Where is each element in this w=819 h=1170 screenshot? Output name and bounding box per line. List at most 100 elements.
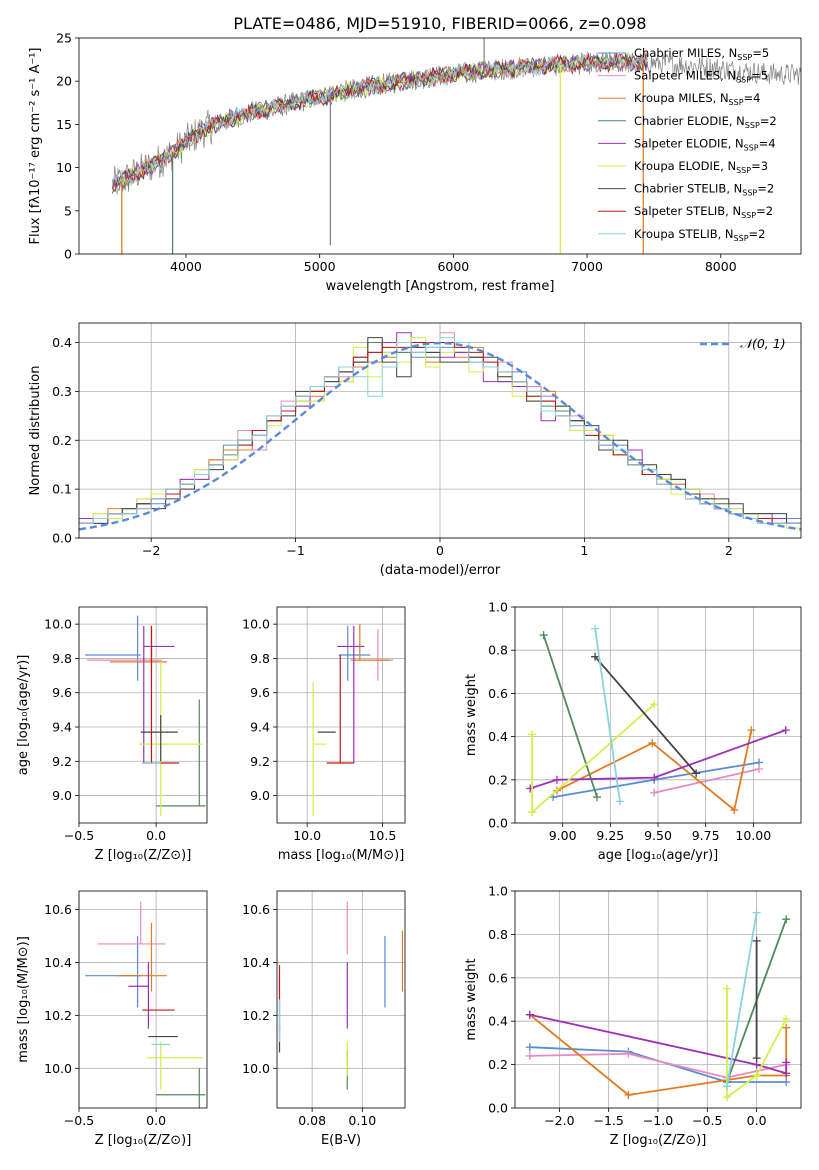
legend-label: Salpeter MILES, NSSP=5 <box>634 69 768 85</box>
x-tick-label: −0.5 <box>64 828 94 843</box>
legend-label: Salpeter ELODIE, NSSP=4 <box>634 136 776 152</box>
errorbar-point <box>109 625 167 663</box>
y-tick-label: 0.8 <box>488 643 508 658</box>
weight-marker <box>591 624 600 633</box>
x-tick-label: −2 <box>142 543 160 558</box>
mass-vs-metallicity-chart: −0.5 0.0 10.0 10.2 10.4 10.6 Z [log₁₀(Z/Z⊙)] ma… <box>16 890 208 1148</box>
y-tick-label: 10.2 <box>44 1008 72 1023</box>
y-tick-label: 10.0 <box>44 617 72 632</box>
weight-marker <box>528 808 537 817</box>
age-vs-mass-frame <box>276 606 406 824</box>
y-tick-label: 1.0 <box>488 600 508 615</box>
residuals-plot-area <box>79 332 801 538</box>
mass-weight-vs-metallicity-xlabel: Z [log₁₀(Z/Z⊙)] <box>610 1133 707 1148</box>
model-spectrum-line <box>112 52 648 193</box>
mass-weight-vs-age-plot-area <box>526 624 790 817</box>
y-tick-label: 0.1 <box>52 482 72 497</box>
age-vs-metallicity-chart: −0.5 0.0 9.0 9.2 9.4 9.6 9.8 10.0 Z [log₁₀(Z/Z⊙)… <box>16 606 208 863</box>
x-tick-label: −0.5 <box>692 1113 722 1128</box>
mass-vs-extinction-frame <box>276 890 406 1109</box>
y-tick-label: 10 <box>56 160 72 175</box>
y-tick-label: 0.8 <box>488 927 508 942</box>
y-tick-label: 10.2 <box>242 1008 270 1023</box>
errorbar-point <box>337 625 365 763</box>
spectrum-xlabel: wavelength [Angstrom, rest frame] <box>326 279 555 294</box>
y-tick-label: 9.4 <box>52 720 72 735</box>
x-tick-label: 9.00 <box>549 828 577 843</box>
weight-marker <box>552 775 561 784</box>
errorbar-point <box>350 624 390 661</box>
errorbar-point <box>326 655 354 764</box>
model-spectrum-line <box>111 53 648 194</box>
mass-weight-vs-metallicity-plot-area <box>525 908 791 1102</box>
errorbar-point <box>143 625 175 763</box>
x-tick-label: 9.50 <box>644 828 672 843</box>
age-vs-metallicity-xlabel: Z [log₁₀(Z/Z⊙)] <box>95 848 192 863</box>
y-tick-label: 0.6 <box>488 686 508 701</box>
x-tick-label: 9.25 <box>596 828 624 843</box>
x-tick-label: −1 <box>286 543 304 558</box>
weight-marker <box>592 793 601 802</box>
weight-marker <box>615 797 624 806</box>
y-tick-label: 10.4 <box>242 955 270 970</box>
weight-marker <box>782 1015 791 1024</box>
x-tick-label: 0 <box>436 543 444 558</box>
weight-marker <box>752 1054 761 1063</box>
weight-line <box>594 656 697 774</box>
y-tick-label: 1.0 <box>488 884 508 899</box>
y-tick-label: 9.0 <box>52 788 72 803</box>
legend-label: Chabrier ELODIE, NSSP=2 <box>634 114 777 130</box>
y-tick-label: 9.4 <box>250 720 270 735</box>
weight-line <box>726 912 758 1087</box>
weight-marker <box>650 773 659 782</box>
y-tick-label: 0.0 <box>488 1101 508 1116</box>
weight-line <box>530 729 787 790</box>
y-tick-label: 25 <box>56 31 72 46</box>
x-tick-label: 7000 <box>571 259 603 274</box>
weight-marker <box>692 769 701 778</box>
errorbar-point <box>85 935 143 1008</box>
mass-weight-vs-metallicity-ylabel: mass weight <box>464 958 479 1040</box>
mass-vs-metallicity-xlabel: Z [log₁₀(Z/Z⊙)] <box>95 1133 192 1148</box>
y-tick-label: 0.4 <box>488 1014 508 1029</box>
y-tick-label: 9.2 <box>52 754 72 769</box>
age-vs-mass-plot-area <box>312 624 393 817</box>
weight-marker <box>648 739 657 748</box>
mass-vs-metallicity-ylabel: mass [log₁₀(M/M⊙)] <box>16 936 31 1063</box>
legend-label: Chabrier MILES, NSSP=5 <box>634 46 769 62</box>
x-tick-label: 0.0 <box>146 828 166 843</box>
weight-line <box>556 729 753 812</box>
weight-marker <box>723 1093 732 1102</box>
legend-label: Kroupa ELODIE, NSSP=3 <box>634 159 768 175</box>
y-tick-label: 9.8 <box>250 651 270 666</box>
y-tick-label: 0.0 <box>52 531 72 546</box>
legend-label: Kroupa STELIB, NSSP=2 <box>634 227 765 243</box>
y-tick-label: 0.4 <box>52 335 72 350</box>
mass-weight-vs-age-xlabel: age [log₁₀(age/yr)] <box>598 848 719 863</box>
spectrum-ylabel: Flux [fλ10⁻¹⁷ erg cm⁻² s⁻¹ A⁻¹] <box>28 48 43 245</box>
age-vs-metallicity-plot-area <box>85 615 206 817</box>
errorbar-point <box>156 699 206 807</box>
y-tick-label: 0.2 <box>488 772 508 787</box>
spectrum-chart: 4000 5000 6000 7000 8000 0 5 10 15 20 25 wavelength… <box>28 31 802 294</box>
x-tick-label: 9.75 <box>692 828 720 843</box>
y-tick-label: 0 <box>64 247 72 262</box>
y-tick-label: 0.3 <box>52 384 72 399</box>
weight-marker <box>650 788 659 797</box>
model-spectrum-line <box>111 53 648 187</box>
age-vs-mass-xlabel: mass [log₁₀(M/M⊙)] <box>278 848 405 863</box>
x-tick-label: 0.08 <box>298 1113 326 1128</box>
x-tick-label: −1.5 <box>594 1113 624 1128</box>
y-tick-label: 0.6 <box>488 970 508 985</box>
legend-label: Kroupa MILES, NSSP=4 <box>634 91 760 107</box>
y-tick-label: 10.0 <box>44 1061 72 1076</box>
weight-line <box>529 1013 788 1075</box>
x-tick-label: 10.00 <box>735 828 771 843</box>
spectrum-frame <box>78 37 802 255</box>
model-spectrum-line <box>112 54 648 189</box>
histogram-step-line <box>79 337 801 538</box>
model-spectrum-line <box>112 53 648 189</box>
weight-marker <box>752 936 761 945</box>
mass-vs-extinction-xlabel: E(B-V) <box>321 1133 361 1148</box>
